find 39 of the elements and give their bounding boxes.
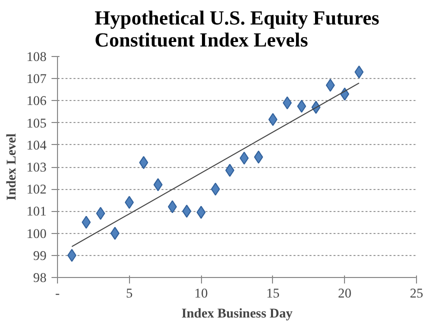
point bbox=[168, 200, 177, 214]
point bbox=[196, 206, 206, 219]
point bbox=[210, 182, 220, 196]
x-tick-label: 5 bbox=[126, 286, 133, 300]
point bbox=[268, 112, 278, 126]
point bbox=[282, 96, 292, 110]
point bbox=[240, 152, 249, 165]
point bbox=[67, 248, 76, 262]
y-tick-label: 108 bbox=[26, 49, 47, 64]
y-tick-label: 103 bbox=[26, 160, 47, 174]
x-axis-title: Index Business Day bbox=[181, 306, 293, 320]
point bbox=[96, 206, 106, 220]
point bbox=[254, 150, 264, 164]
x-tick-label: 10 bbox=[194, 286, 208, 300]
point bbox=[225, 164, 234, 177]
x-tick-label: 25 bbox=[410, 286, 424, 300]
y-tick-label: 98 bbox=[33, 270, 47, 285]
y-tick-label: 104 bbox=[26, 137, 47, 152]
y-tick-label: 100 bbox=[26, 226, 47, 241]
point bbox=[139, 156, 148, 170]
point bbox=[297, 100, 306, 113]
point bbox=[154, 178, 163, 192]
y-tick-label: 99 bbox=[33, 248, 47, 263]
point bbox=[354, 65, 364, 78]
y-tick-label: 105 bbox=[26, 115, 47, 130]
y-tick-label: 102 bbox=[26, 182, 47, 197]
point bbox=[124, 196, 134, 209]
y-axis-title: Index Level bbox=[4, 133, 19, 201]
x-tick-label: 15 bbox=[266, 286, 280, 300]
point bbox=[326, 78, 335, 92]
y-tick-label: 107 bbox=[26, 71, 47, 86]
chart-title: Hypothetical U.S. Equity Futures Constituent Index Levels bbox=[94, 8, 380, 52]
x-tick-label: - bbox=[55, 286, 60, 300]
y-tick-label: 106 bbox=[26, 93, 47, 108]
x-tick-label: 20 bbox=[338, 286, 352, 300]
y-tick-label: 101 bbox=[26, 204, 47, 219]
point bbox=[182, 204, 192, 218]
point bbox=[82, 216, 91, 229]
point bbox=[110, 226, 120, 240]
